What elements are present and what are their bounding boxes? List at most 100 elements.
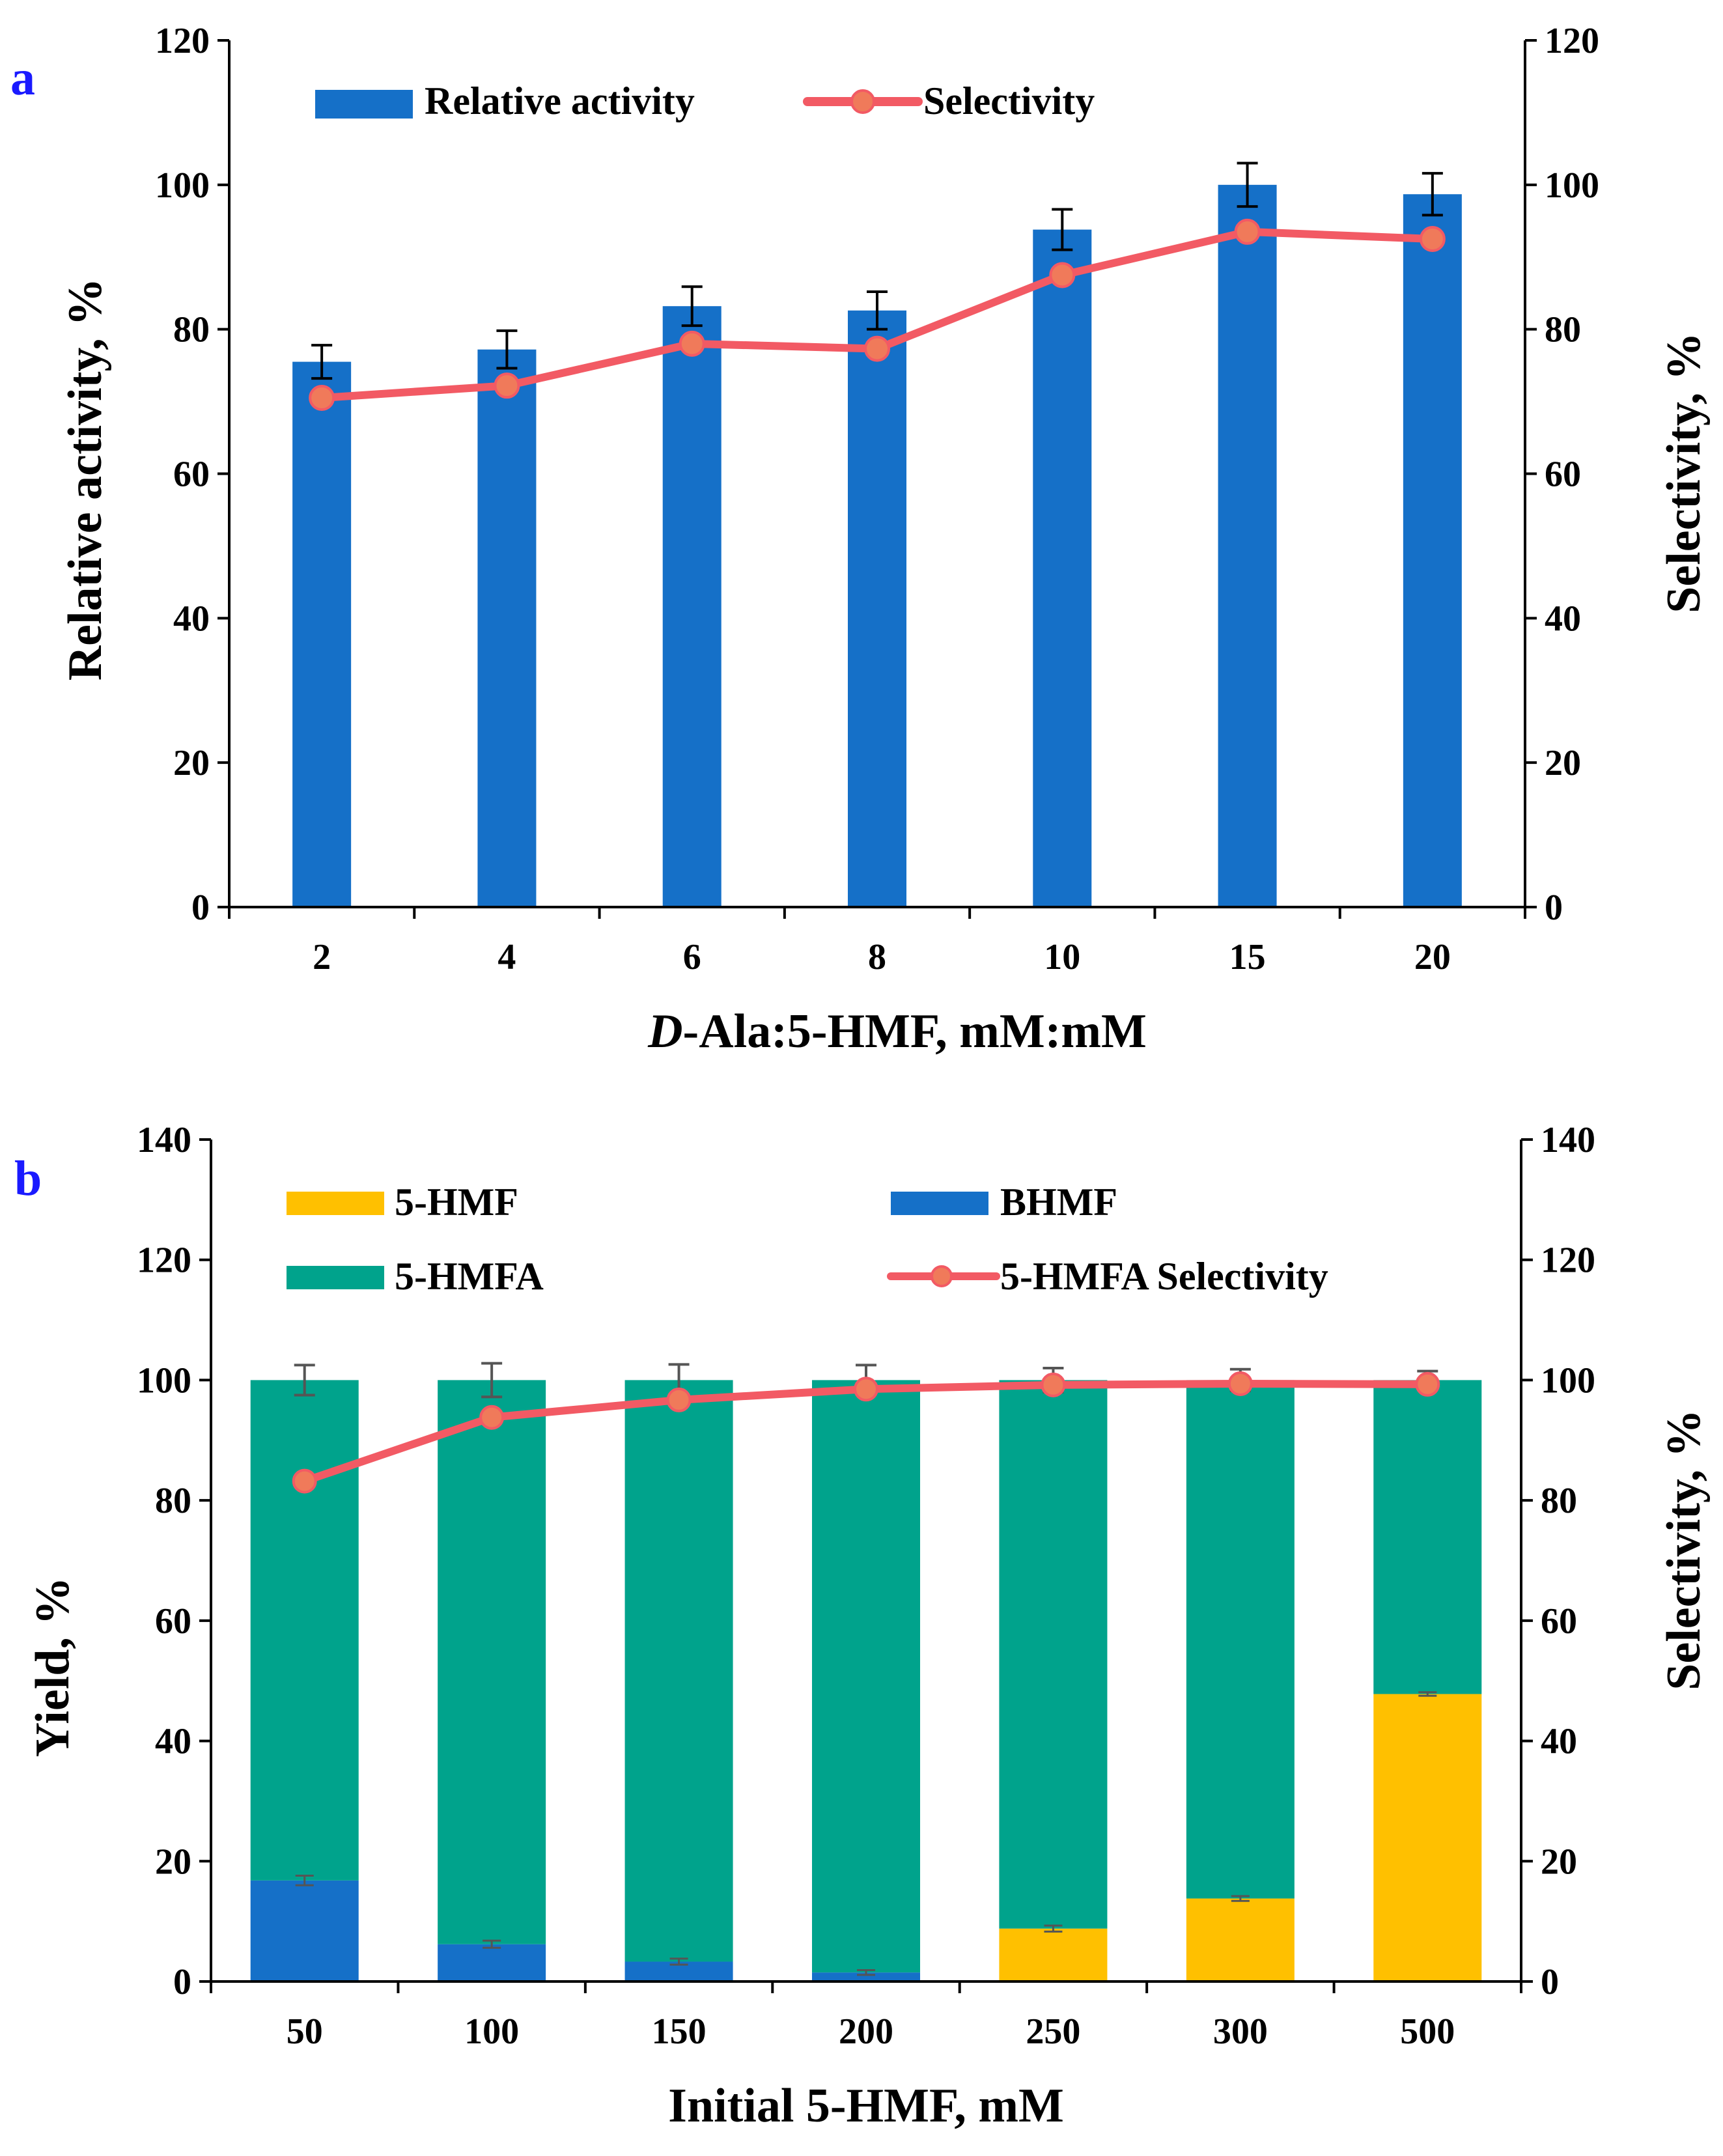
a-right-tick-label: 0 — [1545, 888, 1563, 928]
panel-b-y2-axis-title: Selectivity, % — [1657, 1409, 1711, 1690]
selectivity-point — [1049, 262, 1076, 288]
5-hmfa-segment — [438, 1380, 546, 1944]
a-x-tick-label: 15 — [1229, 937, 1266, 977]
panel-a-x-axis-title-italic: D — [647, 1005, 682, 1058]
panel-b-chart: b 5-HMF BHMF 5-HMFA 5-HMFA Selectivity 0… — [14, 1120, 1711, 2133]
b-right-tick-label: 120 — [1541, 1240, 1595, 1281]
legend-relative-activity-swatch — [315, 90, 413, 119]
panel-b-legend: 5-HMF BHMF 5-HMFA 5-HMFA Selectivity — [287, 1181, 1328, 1298]
selectivity-point — [679, 330, 705, 357]
a-left-tick-label: 120 — [155, 21, 210, 61]
legend-5-hmfa-swatch — [287, 1266, 384, 1289]
legend-5-hmfa-label: 5-HMFA — [395, 1255, 544, 1298]
legend-selectivity-label: Selectivity — [923, 79, 1095, 122]
5-hmfa-segment — [1186, 1380, 1295, 1899]
panel-b-x-axis-ticks: 50 100 150 200 250 300 500 — [210, 1981, 1522, 2052]
5-hmfa-segment — [1373, 1380, 1482, 1694]
panel-a-y2-axis-title: Selectivity, % — [1657, 332, 1711, 613]
a-left-tick-label: 100 — [155, 165, 210, 206]
b-x-tick-label: 300 — [1213, 2011, 1268, 2052]
panel-a-axes — [228, 40, 1526, 908]
a-left-tick-label: 60 — [173, 455, 210, 495]
b-left-tick-label: 60 — [155, 1601, 191, 1642]
bhmf-segment — [812, 1972, 920, 1981]
b-x-tick-label: 100 — [464, 2011, 519, 2052]
selectivity-point — [1419, 226, 1446, 253]
5-hmfa-selectivity-point — [1227, 1371, 1253, 1396]
panel-a-y-axis-title: Relative activity, % — [59, 278, 112, 681]
a-right-tick-label: 80 — [1545, 310, 1581, 350]
panel-a-selectivity-line — [309, 218, 1446, 412]
panel-a-bars — [292, 184, 1462, 908]
5-hmf-segment — [1373, 1694, 1482, 1981]
bhmf-segment — [438, 1944, 546, 1981]
b-right-tick-label: 20 — [1541, 1841, 1577, 1882]
bhmf-segment — [250, 1880, 359, 1981]
5-hmfa-selectivity-point — [292, 1468, 317, 1494]
a-x-tick-label: 6 — [683, 937, 701, 977]
5-hmfa-selectivity-point — [666, 1387, 692, 1412]
5-hmfa-selectivity-point — [1041, 1372, 1066, 1397]
b-x-tick-label: 250 — [1026, 2011, 1080, 2052]
b-left-tick-label: 120 — [137, 1240, 191, 1281]
b-left-tick-label: 100 — [137, 1360, 191, 1401]
a-x-tick-label: 2 — [313, 937, 331, 977]
a-x-tick-label: 20 — [1414, 937, 1451, 977]
legend-bhmf-label: BHMF — [1000, 1181, 1117, 1224]
a-x-tick-label: 8 — [868, 937, 886, 977]
relative-activity-bar — [1033, 229, 1092, 907]
panel-a-left-axis-ticks: 0 20 40 60 80 100 120 — [155, 21, 229, 928]
selectivity-point — [864, 335, 890, 362]
panel-b-selectivity-line — [292, 1371, 1440, 1494]
selectivity-point — [309, 385, 335, 412]
b-left-tick-label: 0 — [173, 1962, 191, 2002]
legend-5-hmf-label: 5-HMF — [395, 1181, 518, 1224]
panel-b-label: b — [14, 1151, 42, 1206]
relative-activity-bar — [292, 361, 352, 907]
selectivity-point — [1234, 218, 1261, 245]
b-x-tick-label: 50 — [287, 2011, 323, 2052]
selectivity-point — [494, 372, 520, 399]
b-left-tick-label: 140 — [137, 1120, 191, 1160]
legend-5-hmfa-selectivity-marker — [931, 1265, 953, 1287]
b-right-tick-label: 140 — [1541, 1120, 1595, 1160]
panel-b-left-axis-ticks: 0 20 40 60 80 100 120 140 — [137, 1120, 211, 2002]
a-left-tick-label: 0 — [191, 888, 210, 928]
a-right-tick-label: 120 — [1545, 21, 1599, 61]
5-hmfa-selectivity-point — [854, 1377, 878, 1402]
panel-b-axes — [210, 1140, 1522, 1983]
legend-5-hmfa-selectivity-label: 5-HMFA Selectivity — [1000, 1255, 1328, 1298]
a-right-tick-label: 40 — [1545, 598, 1581, 639]
b-right-tick-label: 40 — [1541, 1722, 1577, 1762]
a-right-tick-label: 60 — [1545, 455, 1581, 495]
panel-a-label: a — [10, 51, 35, 105]
relative-activity-bar — [662, 306, 721, 907]
panel-a-chart: a Relative activity Selectivity 02040608… — [10, 21, 1711, 1058]
b-right-tick-label: 60 — [1541, 1601, 1577, 1642]
panel-a-right-axis-ticks: 0 20 40 60 80 100 120 — [1525, 21, 1599, 928]
a-x-tick-label: 10 — [1044, 937, 1080, 977]
legend-relative-activity-label: Relative activity — [425, 79, 695, 122]
b-right-tick-label: 100 — [1541, 1360, 1595, 1401]
5-hmfa-segment — [250, 1380, 359, 1881]
a-right-tick-label: 20 — [1545, 743, 1581, 783]
5-hmfa-segment — [999, 1380, 1108, 1929]
a-x-tick-label: 4 — [497, 937, 516, 977]
relative-activity-bar — [1403, 194, 1462, 908]
legend-selectivity-marker — [850, 89, 875, 114]
a-left-tick-label: 80 — [173, 310, 210, 350]
b-x-tick-label: 200 — [839, 2011, 893, 2052]
5-hmf-segment — [999, 1928, 1108, 1981]
panel-b-x-axis-title: Initial 5-HMF, mM — [668, 2079, 1064, 2133]
panel-b-stacked-bars — [250, 1380, 1482, 1981]
a-left-tick-label: 20 — [173, 743, 210, 783]
panel-a-error-bars — [311, 161, 1443, 380]
relative-activity-bar — [848, 310, 906, 907]
b-right-tick-label: 80 — [1541, 1481, 1577, 1521]
relative-activity-bar — [477, 349, 537, 907]
panel-a-legend: Relative activity Selectivity — [315, 79, 1095, 122]
panel-a-x-axis-ticks: 2 4 6 8 10 15 20 — [228, 907, 1526, 977]
b-x-tick-label: 150 — [652, 2011, 707, 2052]
b-left-tick-label: 80 — [155, 1481, 191, 1521]
